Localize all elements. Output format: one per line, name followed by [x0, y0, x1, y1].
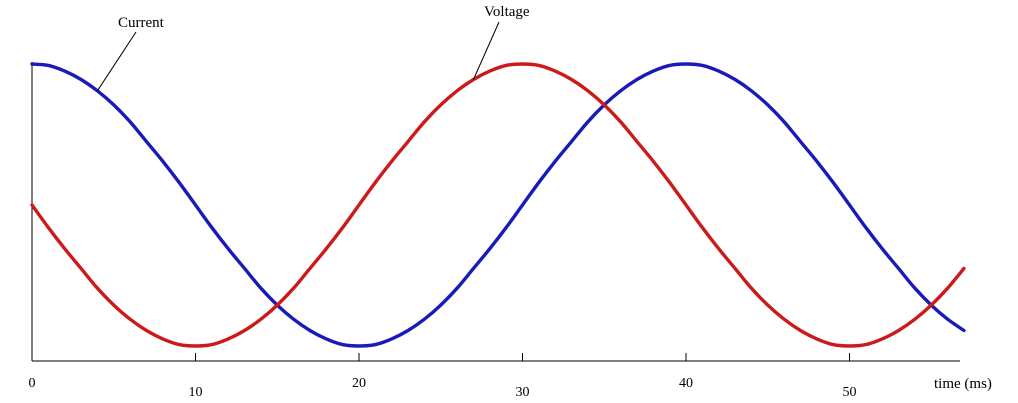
x-tick-label: 0: [29, 376, 36, 391]
series-line-current: [30, 62, 966, 348]
x-tick-label: 20: [352, 376, 366, 391]
x-tick-label: 50: [843, 385, 857, 400]
annotation-leader-line: [96, 31, 137, 92]
axes: [31, 62, 960, 362]
annotation-leader-line: [472, 21, 500, 80]
annotations: Current Voltage: [96, 4, 530, 92]
series-layer: [30, 62, 966, 348]
x-tick-label: 40: [679, 376, 693, 391]
x-ticks: 0 10 20 30 40 50: [29, 353, 857, 400]
x-axis-label: time (ms): [934, 376, 992, 392]
series-line-voltage: [30, 62, 966, 348]
x-tick-label: 30: [516, 385, 530, 400]
annotation-label-voltage: Voltage: [484, 4, 530, 20]
annotation-label-current: Current: [118, 15, 165, 31]
x-tick-label: 10: [189, 385, 203, 400]
